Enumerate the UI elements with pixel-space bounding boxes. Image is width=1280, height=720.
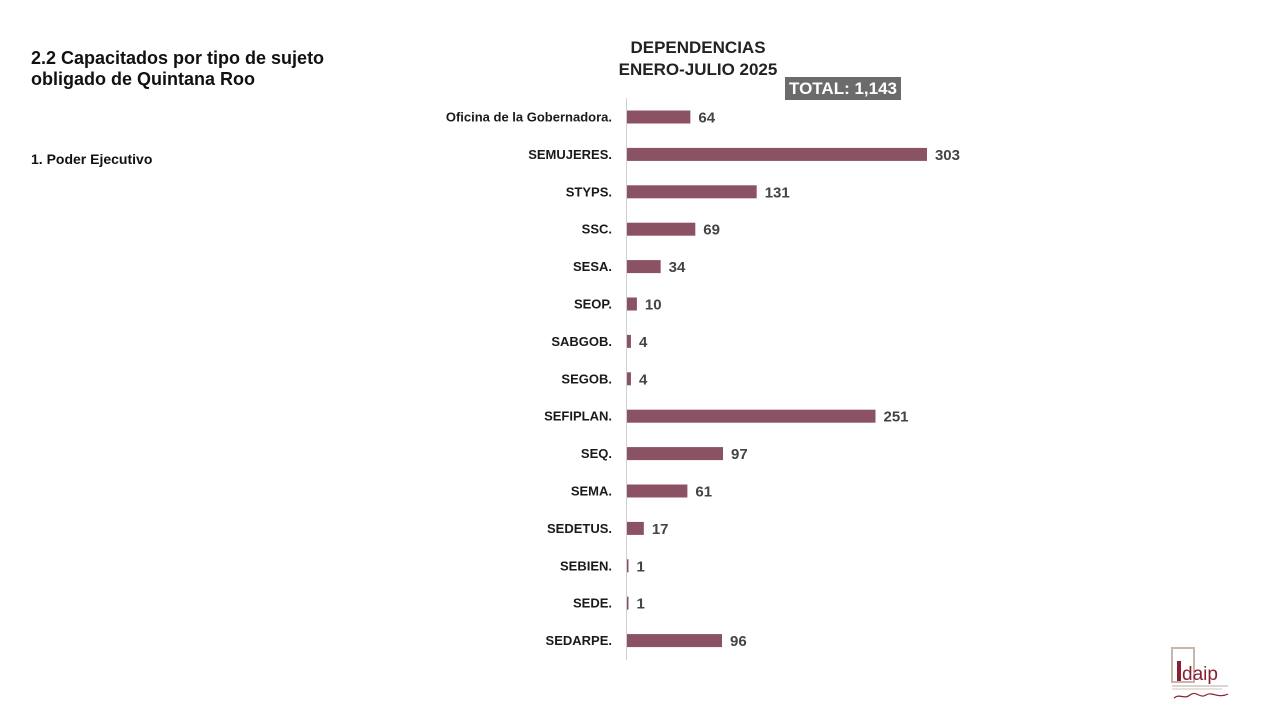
category-label: SEDARPE. (546, 633, 612, 648)
logo-tagline-script (1173, 692, 1229, 699)
data-label: 4 (639, 371, 648, 388)
category-label: STYPS. (566, 184, 612, 199)
category-label: SEBIEN. (560, 558, 612, 573)
data-label: 131 (765, 184, 790, 201)
data-label: 97 (731, 446, 748, 463)
category-label: SESA. (573, 259, 612, 274)
bar (627, 110, 691, 124)
data-label: 61 (695, 484, 712, 501)
data-label: 1 (637, 596, 645, 613)
chart-bars: Oficina de la Gobernadora. 64 SEMUJERES. 30… (446, 110, 960, 651)
bar (627, 409, 876, 423)
category-label: SABGOB. (551, 334, 612, 349)
logo-i-stem (1177, 661, 1181, 681)
chart-title: DEPENDENCIAS ENERO-JULIO 2025 (560, 37, 836, 81)
section-subheading: 1. Poder Ejecutivo (31, 151, 153, 167)
chart-title-line2: ENERO-JULIO 2025 (618, 60, 778, 79)
category-label: SSC. (582, 222, 612, 237)
data-label: 303 (935, 147, 960, 164)
bar (627, 596, 629, 610)
logo-frame (1171, 647, 1195, 683)
data-label: 64 (698, 110, 715, 127)
bar (627, 447, 724, 461)
bar (627, 634, 723, 648)
data-label: 69 (703, 222, 720, 239)
category-label: SEDETUS. (547, 521, 612, 536)
bar (627, 297, 637, 311)
category-label: SEFIPLAN. (544, 409, 612, 424)
category-label: SEMA. (571, 484, 612, 499)
category-label: SEGOB. (561, 371, 612, 386)
category-label: SEQ. (581, 446, 612, 461)
total-badge: TOTAL: 1,143 (785, 77, 902, 100)
bar (627, 559, 629, 573)
data-label: 34 (669, 259, 686, 276)
bar (627, 147, 927, 161)
data-label: 10 (645, 297, 662, 314)
chart-title-line1: DEPENDENCIAS (630, 38, 766, 57)
idaip-logo: daip (1171, 647, 1229, 699)
bar (627, 185, 757, 199)
logo-wordmark: daip (1182, 664, 1218, 685)
slide-title: 2.2 Capacitados por tipo de sujeto oblig… (31, 48, 325, 89)
bar (627, 372, 631, 386)
data-label: 251 (883, 409, 908, 426)
bar (627, 260, 661, 274)
category-label: Oficina de la Gobernadora. (446, 110, 612, 125)
bar (627, 521, 644, 535)
category-label: SEOP. (574, 297, 612, 312)
bar (627, 222, 696, 236)
data-label: 96 (730, 633, 747, 650)
category-label: SEDE. (573, 596, 612, 611)
data-label: 4 (639, 334, 648, 351)
bar (627, 334, 631, 348)
data-label: 1 (637, 558, 645, 575)
bar (627, 484, 688, 498)
category-label: SEMUJERES. (528, 147, 612, 162)
data-label: 17 (652, 521, 669, 538)
